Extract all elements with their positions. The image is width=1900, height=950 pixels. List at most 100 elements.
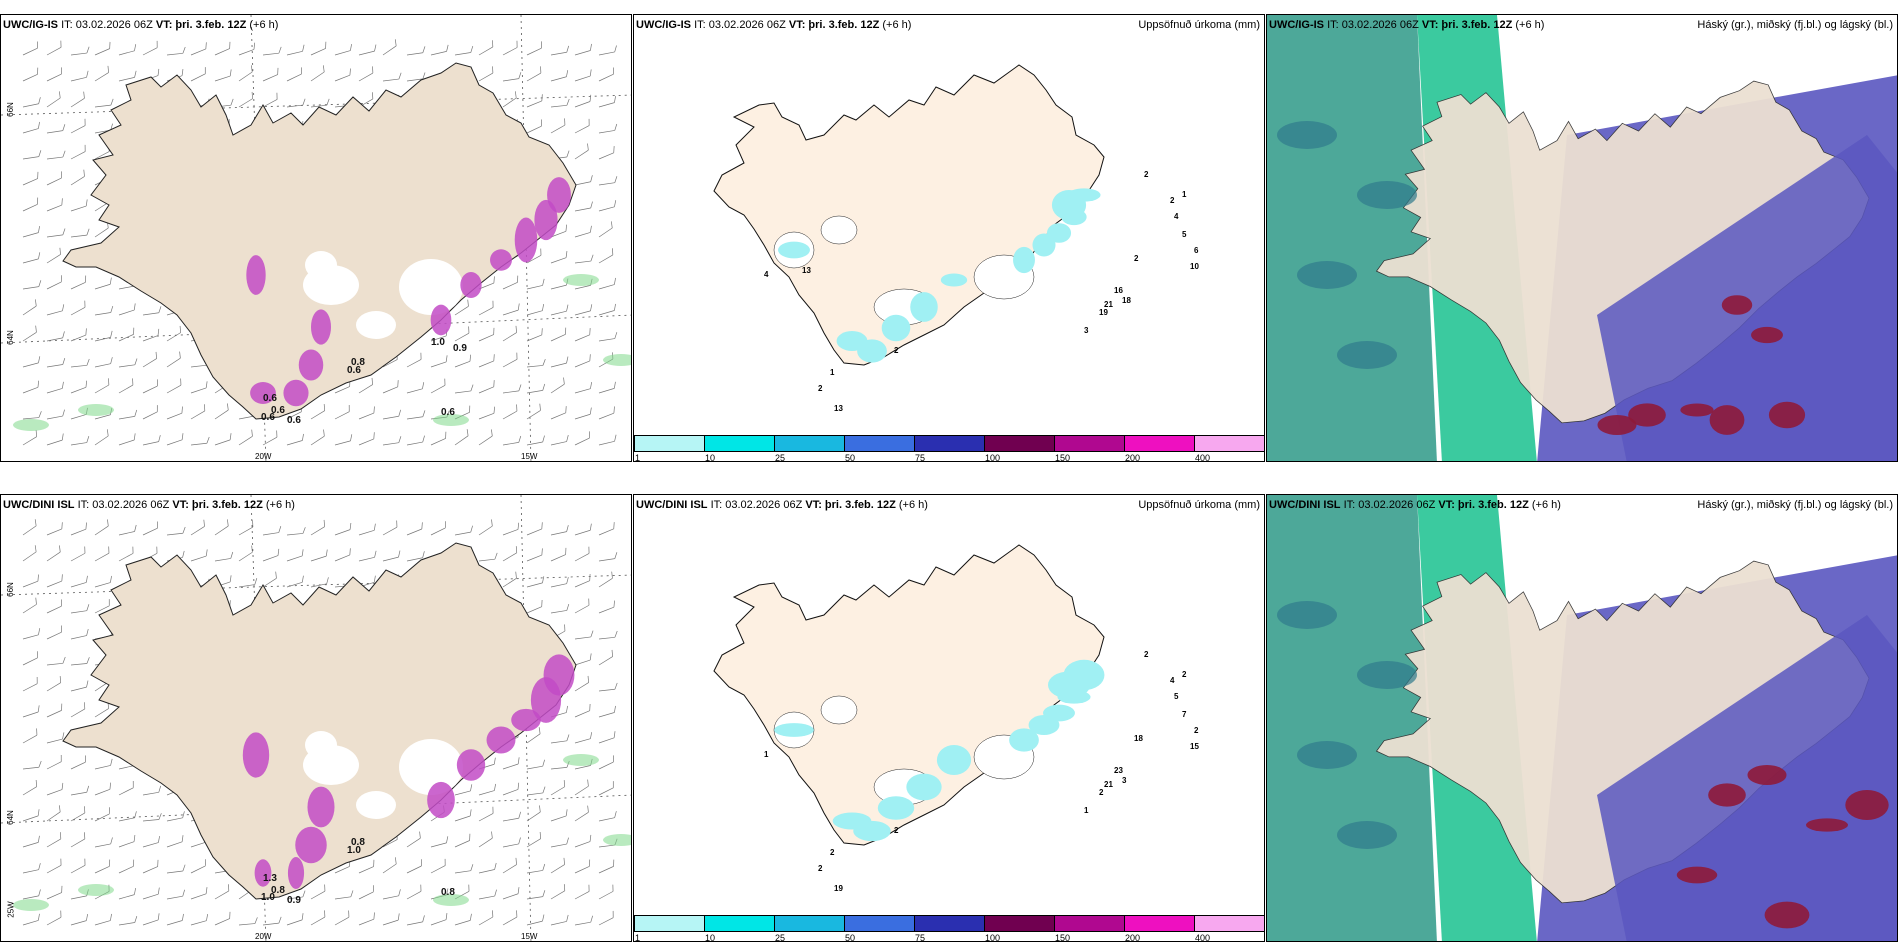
wind-barb: [478, 519, 493, 536]
wind-barb: [406, 522, 423, 536]
precip-colorbar: 1 10 25 50 75 100 150 200 400: [634, 435, 1264, 461]
wind-barb: [118, 327, 135, 342]
wind-barb: [94, 519, 109, 536]
wind-barb: [310, 884, 326, 900]
wind-barb: [22, 728, 38, 744]
wind-barb: [22, 760, 42, 770]
wind-barb: [598, 731, 616, 744]
wind-barb: [430, 858, 446, 874]
wind-barb: [166, 325, 181, 342]
cloud-map-content: [1267, 495, 1897, 941]
wind-barb: [478, 354, 495, 368]
wind-barb: [190, 381, 208, 394]
precip-value-label: 2: [1194, 726, 1199, 735]
wind-barb: [166, 351, 181, 368]
wind-barb: [598, 146, 615, 160]
wind-barb: [166, 378, 182, 394]
high-cloud-core: [1357, 181, 1417, 209]
wind-barb: [406, 859, 422, 874]
wind-barb: [262, 46, 282, 56]
iceland-landmass: [62, 542, 577, 900]
colorbar-swatch: [914, 915, 985, 932]
wind-barb: [574, 431, 590, 446]
precip-value-label: 2: [1182, 670, 1187, 679]
wind-barb: [22, 545, 37, 562]
wind-barb: [598, 859, 615, 874]
wind-barb: [70, 199, 88, 212]
colorbar-swatch: [774, 435, 845, 452]
high-cloud-core: [1297, 261, 1357, 289]
precip-value-label: 13: [802, 266, 811, 275]
wind-barb: [526, 119, 542, 134]
sea-precip-patch: [603, 354, 631, 366]
wind-barb: [94, 859, 111, 874]
wind-barb: [454, 354, 472, 368]
wind-barb: [550, 327, 567, 342]
wind-barb: [550, 118, 566, 134]
wind-barb: [478, 276, 495, 290]
wind-barb: [118, 303, 136, 316]
precip-value-label: 2: [818, 384, 823, 393]
wind-barb: [46, 703, 63, 718]
iceland-landmass: [1375, 80, 1870, 424]
wind-value-label: 0.6: [441, 407, 455, 418]
wind-barb: [502, 910, 518, 926]
colorbar-tick-label: 150: [1055, 933, 1071, 942]
precip-cyan-area: [940, 273, 968, 287]
precip-value-label: 5: [1174, 692, 1179, 701]
lon-label-20w: 20W: [255, 932, 272, 941]
wind-barb: [142, 306, 162, 316]
wind-barb: [382, 409, 402, 420]
wind-barb: [46, 676, 62, 692]
wind-barb: [118, 859, 135, 874]
wind-barb: [478, 406, 495, 420]
wind-value-label: 0.6: [271, 405, 285, 416]
cloud-map-content: [1267, 15, 1897, 461]
wind-barb: [598, 781, 614, 796]
wind-barb: [526, 359, 546, 368]
wind-barb: [526, 727, 541, 744]
wind-barb: [94, 277, 112, 290]
wind-barb: [334, 68, 351, 82]
wind-barb: [598, 200, 617, 212]
wind-barb: [166, 913, 184, 926]
wind-barb: [502, 352, 518, 368]
wind-barb: [142, 521, 159, 536]
wind-barb: [118, 916, 138, 926]
wind-barb: [22, 150, 42, 160]
wind-barb: [262, 526, 282, 536]
wind-barb: [574, 573, 591, 588]
wind-barb: [454, 784, 473, 796]
wind-barb: [598, 600, 615, 614]
precip-cyan-area: [836, 331, 868, 351]
colorbar-swatch: [914, 435, 985, 452]
low-cloud-patch: [1628, 403, 1666, 427]
wind-barb: [334, 890, 354, 900]
precip-value-label: 18: [1134, 734, 1143, 743]
precip-cyan-area: [832, 812, 872, 830]
wind-barb: [382, 857, 397, 874]
wind-barb: [118, 44, 137, 56]
wind-barb: [478, 552, 498, 562]
wind-barb: [526, 94, 543, 108]
wind-barb: [550, 914, 569, 926]
wind-barb: [526, 66, 542, 82]
wind-barb: [70, 169, 85, 186]
sea-precip-patch: [563, 754, 599, 766]
wind-barb: [22, 121, 40, 134]
wind-barb: [526, 41, 542, 56]
precip-cyan-area: [936, 744, 972, 776]
wind-barb: [430, 378, 446, 394]
wind-barb: [526, 890, 546, 900]
low-cloud-patch: [1708, 783, 1746, 807]
wind-barb: [166, 864, 186, 874]
wind-barb: [550, 98, 570, 108]
wind-barb: [286, 67, 302, 82]
wind-barb: [22, 628, 41, 640]
low-cloud-patch: [1676, 866, 1718, 884]
precip-value-label: 2: [1170, 196, 1175, 205]
wind-barb: [574, 779, 589, 796]
lon-label-25w: 25W: [6, 901, 16, 918]
wind-barb: [214, 551, 234, 562]
